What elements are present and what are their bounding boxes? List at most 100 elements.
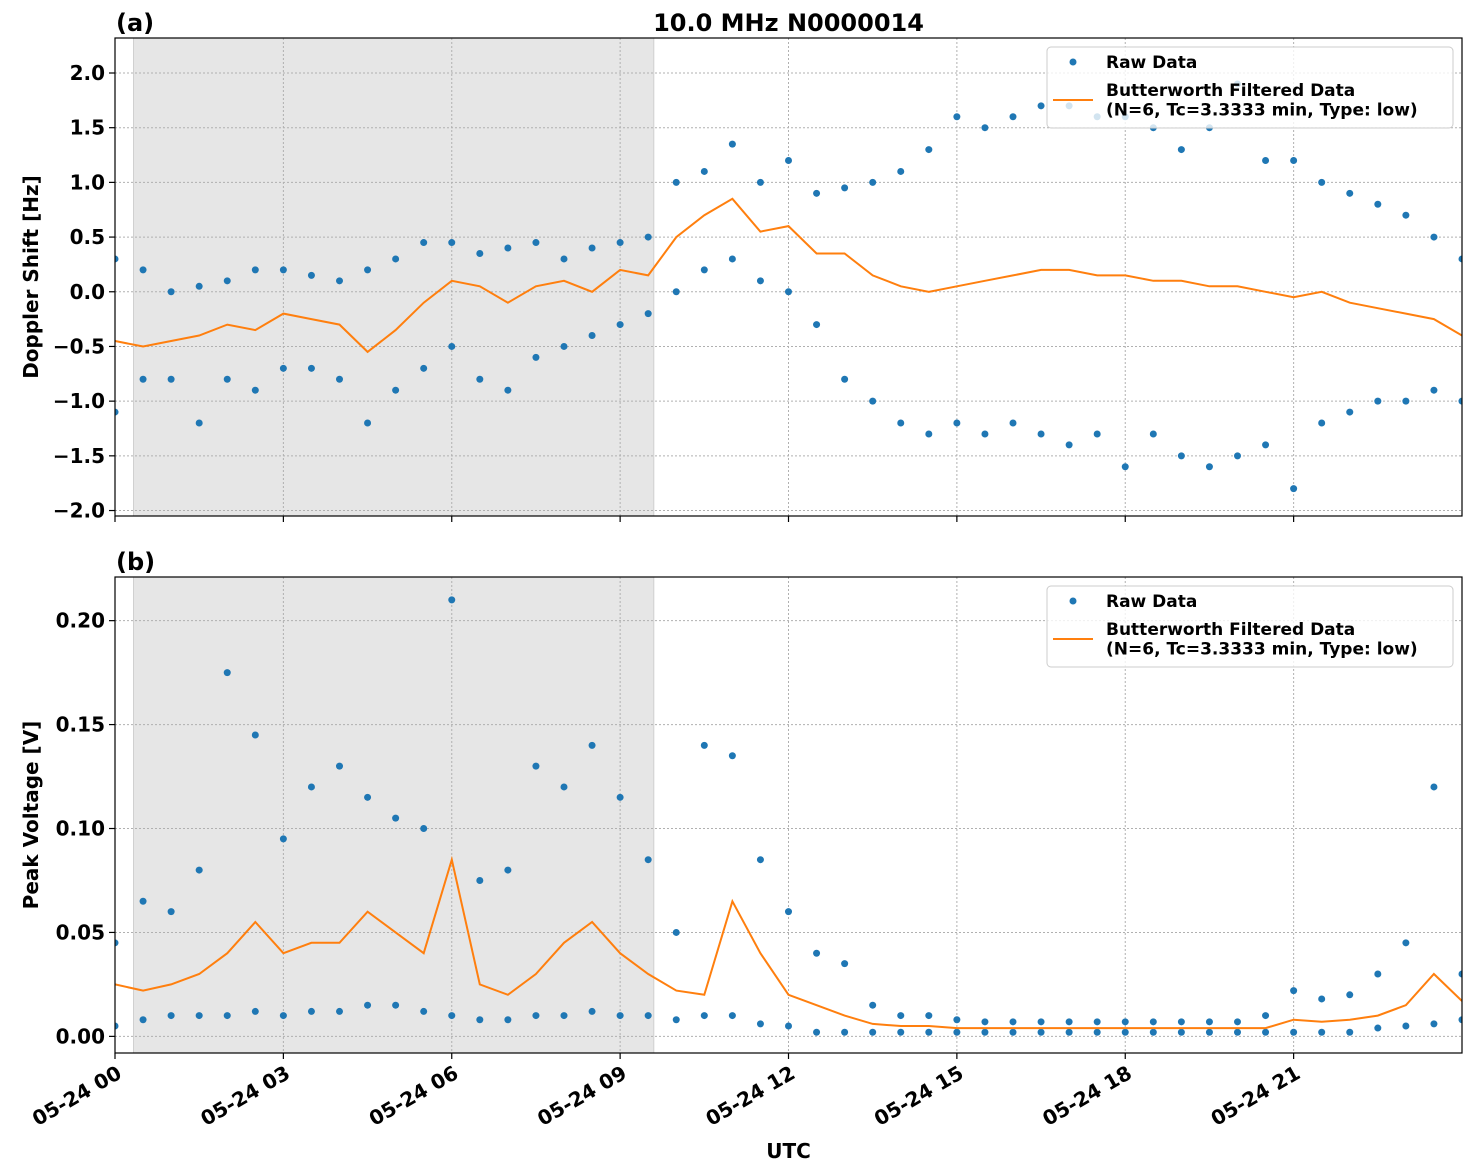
x-axis-label: UTC: [766, 1139, 811, 1163]
raw-point: [1009, 113, 1017, 121]
raw-point: [223, 277, 231, 285]
x-tick-label: 05-24 03: [196, 1061, 294, 1131]
raw-point: [981, 1028, 989, 1036]
raw-point: [420, 364, 428, 372]
raw-point: [700, 741, 708, 749]
y-tick-label: 0.15: [56, 713, 105, 737]
raw-point: [167, 1012, 175, 1020]
plot-frame: [114, 37, 1463, 517]
legend-box: [1046, 585, 1454, 668]
raw-point: [897, 1012, 905, 1020]
raw-point: [195, 282, 203, 290]
plot-frame: [114, 576, 1463, 1054]
raw-point: [307, 271, 315, 279]
raw-point: [841, 375, 849, 383]
raw-point: [1290, 157, 1298, 165]
raw-point: [588, 332, 596, 340]
raw-point: [1234, 1018, 1241, 1026]
raw-point: [279, 364, 287, 372]
raw-point: [1290, 485, 1298, 493]
raw-point: [1402, 939, 1410, 947]
raw-point: [1065, 1018, 1073, 1026]
raw-point: [897, 1028, 905, 1036]
raw-point: [336, 762, 343, 770]
raw-point: [336, 1007, 343, 1015]
raw-point: [364, 266, 372, 274]
raw-point: [1205, 463, 1213, 471]
raw-point: [448, 596, 456, 604]
raw-point: [1205, 1018, 1213, 1026]
plot-data: [115, 80, 1462, 493]
raw-point: [139, 897, 147, 905]
panel-label: (a): [116, 9, 154, 37]
raw-point: [1430, 233, 1438, 241]
y-tick-label: −0.5: [53, 334, 105, 358]
raw-point: [1290, 987, 1298, 995]
y-tick-label: −1.5: [53, 444, 105, 468]
raw-point: [785, 157, 792, 165]
raw-point: [139, 266, 147, 274]
y-tick-label: 0.20: [56, 609, 105, 633]
y-tick-label: 2.0: [70, 61, 105, 85]
raw-point: [1093, 430, 1101, 438]
raw-point: [869, 1001, 877, 1009]
raw-point: [1093, 1018, 1101, 1026]
raw-point: [1177, 146, 1185, 154]
filtered-line: [115, 855, 1462, 1030]
raw-point: [115, 1022, 119, 1030]
raw-point: [115, 255, 119, 263]
raw-point: [167, 908, 175, 916]
raw-point: [279, 835, 287, 843]
raw-point: [728, 1012, 736, 1020]
raw-point: [476, 375, 484, 383]
raw-point: [279, 1012, 287, 1020]
raw-point: [672, 178, 680, 186]
raw-point: [1177, 452, 1185, 460]
raw-point: [1402, 211, 1410, 219]
raw-point: [1065, 1028, 1073, 1036]
raw-point: [700, 167, 708, 175]
raw-point: [307, 364, 315, 372]
raw-point: [756, 856, 764, 864]
raw-point: [392, 1001, 400, 1009]
legend-label: Butterworth Filtered Data (N=6, Tc=3.3333…: [1106, 81, 1418, 121]
raw-point: [1037, 102, 1045, 110]
raw-point: [1346, 408, 1354, 416]
raw-point: [392, 386, 400, 394]
raw-point: [1458, 1016, 1462, 1024]
raw-point: [532, 1012, 540, 1020]
raw-point: [953, 419, 961, 427]
raw-point: [981, 430, 989, 438]
raw-point: [813, 189, 821, 197]
raw-point: [504, 1016, 512, 1024]
raw-point: [139, 375, 147, 383]
raw-point: [588, 1007, 596, 1015]
x-tick-label: 05-24 18: [1038, 1061, 1136, 1131]
raw-point: [1037, 430, 1045, 438]
panel-label: (b): [116, 548, 155, 576]
raw-point: [1262, 157, 1270, 165]
raw-point: [420, 239, 428, 247]
raw-point: [115, 939, 119, 947]
raw-point: [1093, 1028, 1101, 1036]
raw-point: [560, 783, 568, 791]
y-tick-label: −1.0: [53, 389, 105, 413]
raw-point: [700, 266, 708, 274]
raw-point: [1009, 1018, 1017, 1026]
y-tick-label: 0.10: [56, 817, 105, 841]
raw-point: [1318, 178, 1326, 186]
raw-point: [448, 239, 456, 247]
raw-point: [448, 1012, 456, 1020]
raw-point: [1318, 1028, 1326, 1036]
raw-point: [1458, 255, 1462, 263]
raw-point: [925, 146, 933, 154]
raw-point: [1318, 995, 1326, 1003]
chart-title: 10.0 MHz N0000014: [653, 9, 924, 37]
raw-point: [532, 762, 540, 770]
raw-point: [1149, 1018, 1157, 1026]
raw-point: [223, 1012, 231, 1020]
raw-point: [392, 255, 400, 263]
x-tick-label: 05-24 12: [701, 1061, 799, 1131]
raw-point: [897, 419, 905, 427]
raw-point: [307, 783, 315, 791]
